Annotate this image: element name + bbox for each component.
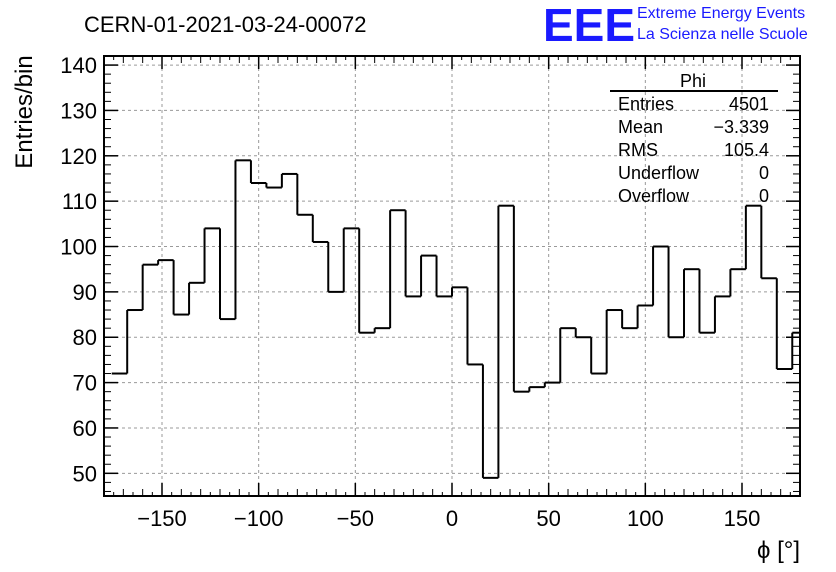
axis-ticks xyxy=(104,55,800,496)
stats-label: Underflow xyxy=(618,163,700,183)
logo-mark: EEE xyxy=(543,0,635,51)
stats-rows: Entries 4501 Mean −3.339 RMS 105.4 Underflow 0 O… xyxy=(618,94,769,206)
y-tick-label: 100 xyxy=(60,235,97,260)
y-tick-label: 80 xyxy=(73,325,97,350)
eee-logo: EEE Extreme Energy Events La Scienza nel… xyxy=(543,0,808,51)
grid xyxy=(104,56,800,496)
stats-value: −3.339 xyxy=(713,117,769,137)
stats-title: Phi xyxy=(680,71,706,91)
y-tick-label: 90 xyxy=(73,280,97,305)
y-tick-label: 140 xyxy=(60,53,97,78)
y-tick-label: 70 xyxy=(73,371,97,396)
x-tick-label: 50 xyxy=(536,506,560,531)
y-tick-label: 110 xyxy=(62,189,97,214)
stats-label: Overflow xyxy=(618,186,690,206)
x-tick-label: −150 xyxy=(137,506,187,531)
chart-title: CERN-01-2021-03-24-00072 xyxy=(84,12,367,37)
x-tick-label: 0 xyxy=(446,506,458,531)
logo-line-1: Extreme Energy Events xyxy=(637,5,805,22)
x-tick-label: −50 xyxy=(337,506,374,531)
logo-line-2: La Scienza nelle Scuole xyxy=(637,26,808,43)
stats-label: Mean xyxy=(618,117,663,137)
x-tick-label: 100 xyxy=(627,506,664,531)
stats-value: 0 xyxy=(759,163,769,183)
stats-label: Entries xyxy=(618,94,674,114)
histogram xyxy=(111,159,800,479)
x-axis-label: ϕ [°] xyxy=(757,537,800,564)
stats-value: 0 xyxy=(759,186,769,206)
stats-label: RMS xyxy=(618,140,658,160)
stats-value: 105.4 xyxy=(724,140,769,160)
x-tick-label: 150 xyxy=(724,506,761,531)
stats-box: Phi Entries 4501 Mean −3.339 RMS 105.4 Underfl… xyxy=(610,71,778,206)
y-tick-label: 120 xyxy=(60,144,97,169)
y-tick-label: 50 xyxy=(73,461,97,486)
x-tick-label: −100 xyxy=(234,506,284,531)
x-tick-labels: −150 −100 −50 0 50 100 150 xyxy=(137,506,760,531)
stats-value: 4501 xyxy=(729,94,769,114)
y-tick-label: 60 xyxy=(73,416,97,441)
y-axis-label: Entries/bin xyxy=(11,55,38,168)
y-tick-label: 130 xyxy=(60,98,97,123)
y-tick-labels: 50 60 70 80 90 100 110 120 130 140 xyxy=(60,53,97,486)
